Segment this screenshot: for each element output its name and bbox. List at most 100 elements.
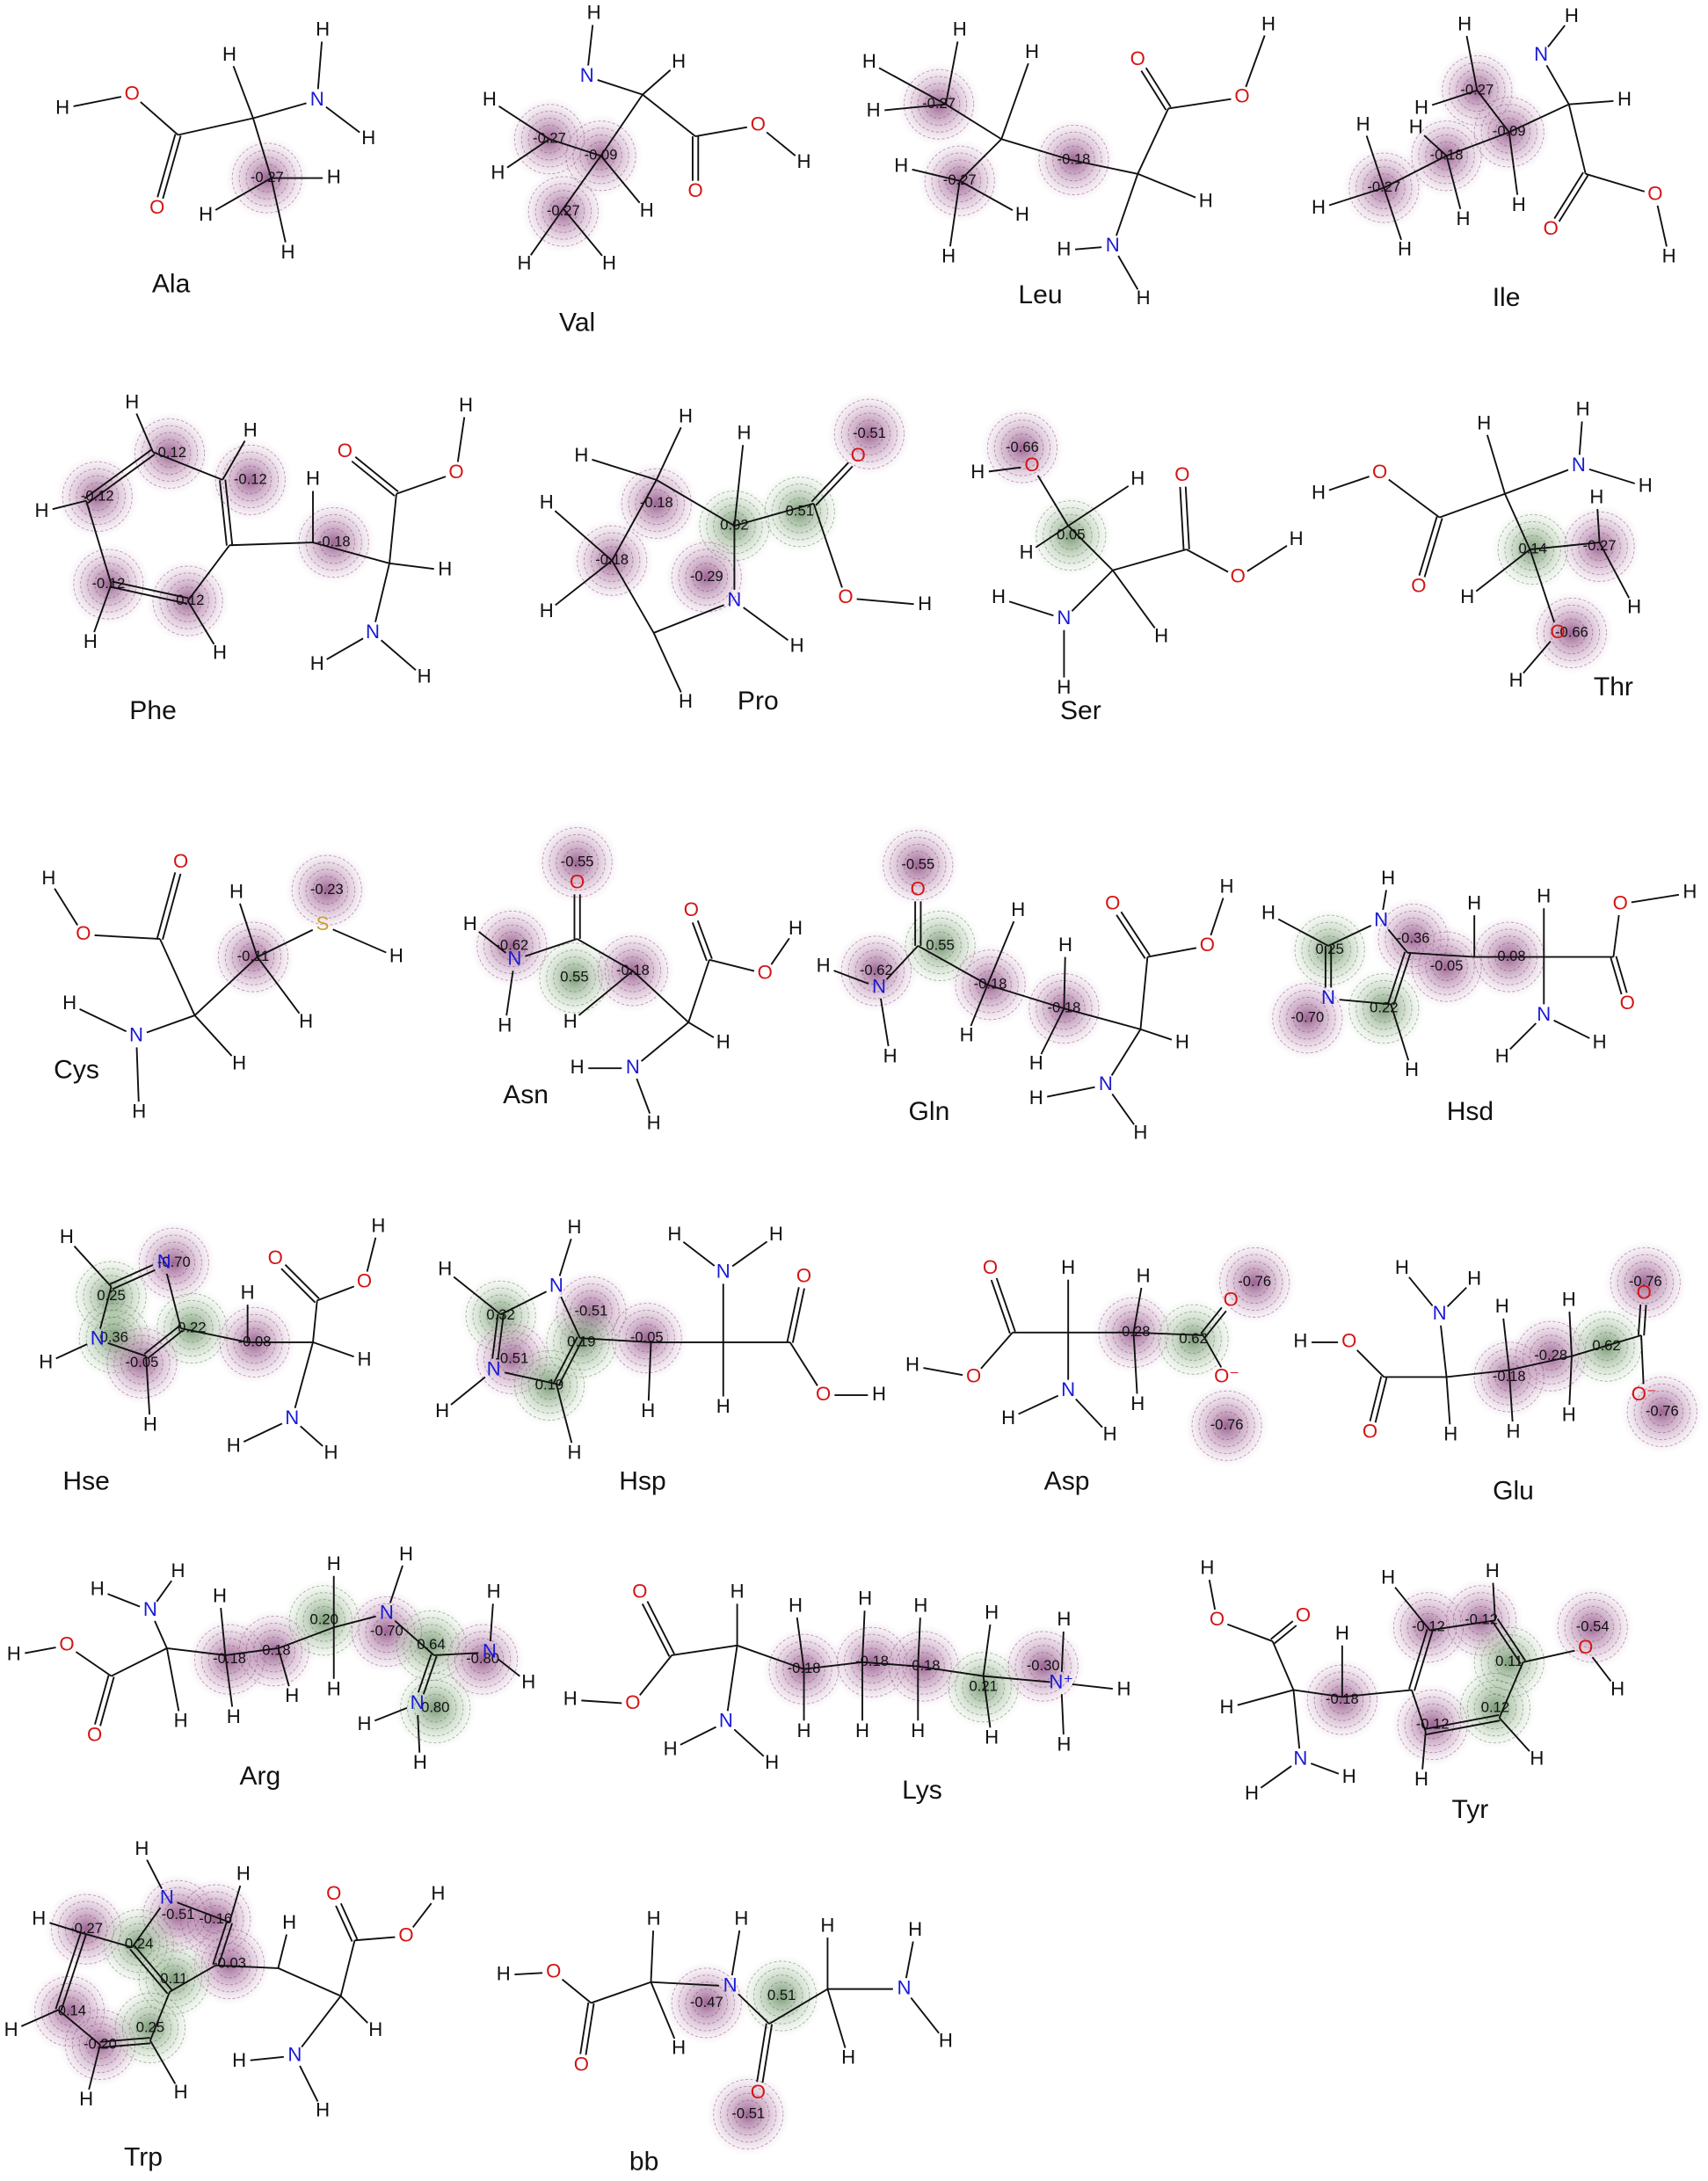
bond <box>737 1644 804 1670</box>
bond <box>577 938 634 972</box>
atom-label: N <box>1057 607 1071 629</box>
contour-line <box>407 1679 464 1737</box>
bond <box>339 1902 359 1940</box>
bond <box>417 1714 421 1753</box>
bond <box>154 1620 168 1649</box>
contour-line <box>976 970 1005 1000</box>
bond <box>325 105 360 134</box>
bond <box>219 480 228 546</box>
bond <box>25 1647 56 1654</box>
atom-label: H <box>413 1751 427 1773</box>
contour-line <box>986 412 1058 483</box>
bond <box>1137 108 1169 175</box>
contour-line <box>1626 1376 1697 1448</box>
charge-label: 0.20 <box>309 1611 338 1628</box>
bond <box>1067 525 1114 571</box>
bond <box>1411 1690 1427 1733</box>
atom-label: O <box>1647 182 1662 204</box>
charge-label: -0.09 <box>585 147 618 164</box>
bond <box>94 1675 110 1725</box>
contour-line <box>1571 1606 1614 1649</box>
bond <box>280 1268 316 1304</box>
bond <box>316 1285 355 1302</box>
bond <box>1578 421 1583 455</box>
bond <box>653 604 725 634</box>
bond <box>923 1367 963 1377</box>
atom-label: H <box>1025 40 1039 62</box>
bond <box>646 1601 675 1654</box>
charge-label: 0.12 <box>1481 1698 1509 1715</box>
bond <box>339 1940 356 1996</box>
charge-label: -0.62 <box>495 936 528 953</box>
atom-label: H <box>540 491 554 513</box>
bond <box>770 937 790 965</box>
bond <box>156 872 177 939</box>
bond <box>1643 1305 1647 1336</box>
contour-line <box>1363 166 1406 209</box>
atom-label: N <box>285 1407 299 1429</box>
contour-line <box>491 924 534 968</box>
bond <box>600 94 643 156</box>
bond <box>1112 570 1156 629</box>
bond <box>149 2039 177 2084</box>
atom-label: H <box>1477 411 1491 433</box>
bond <box>99 1676 115 1727</box>
bond <box>563 207 603 257</box>
bond <box>229 542 314 547</box>
atom-label: H <box>1133 1121 1147 1143</box>
bond <box>159 938 196 1016</box>
atom-label: H <box>241 1281 255 1303</box>
atom-label: H <box>602 251 616 273</box>
bond <box>1226 1623 1274 1642</box>
atom-label: N <box>1061 1378 1075 1400</box>
bond <box>786 1287 800 1342</box>
atom-label: H <box>438 558 452 580</box>
contour-line <box>1038 124 1109 196</box>
contour-line <box>713 2079 784 2150</box>
bond <box>504 1371 557 1385</box>
molecule-name: Glu <box>1493 1477 1534 1506</box>
atom-label: H <box>1506 1421 1520 1443</box>
bond <box>1446 131 1510 157</box>
molecule-name: Gln <box>909 1097 950 1126</box>
atom-label: H <box>667 1223 681 1245</box>
contour-line <box>584 532 641 589</box>
bond <box>1145 67 1172 108</box>
atom-label: H <box>970 461 985 483</box>
atom-label: H <box>1293 1330 1307 1352</box>
atom-label: O <box>1544 217 1559 239</box>
bond <box>611 479 658 562</box>
atom-label: O <box>87 1724 102 1746</box>
bond <box>988 466 1021 473</box>
bond <box>983 1675 1050 1683</box>
bond <box>987 984 1065 1010</box>
contour-line <box>1624 1261 1668 1305</box>
contour-line <box>1355 159 1413 216</box>
bond <box>277 1934 287 1969</box>
contour-line <box>90 1275 133 1318</box>
contour-line <box>890 837 947 894</box>
charge-label: -0.12 <box>91 575 125 592</box>
atom-label: O <box>751 113 766 134</box>
bond <box>1369 1376 1383 1421</box>
atom-label: O <box>851 444 866 466</box>
bond <box>1204 1310 1227 1338</box>
contour-line <box>1007 433 1037 462</box>
atom-label: H <box>310 652 324 674</box>
atom-label: N <box>1099 1072 1113 1094</box>
atom-label: N <box>1293 1747 1307 1769</box>
bond <box>878 67 947 105</box>
bond <box>1568 1356 1573 1406</box>
bond <box>107 1341 147 1357</box>
contour-line <box>1308 928 1351 971</box>
atom-label: H <box>765 1751 779 1773</box>
contour-line <box>472 1287 529 1344</box>
contour-line <box>166 579 209 622</box>
charge-density <box>1391 1683 1475 1767</box>
contour-line <box>1557 1592 1628 1663</box>
contour-line <box>468 1645 498 1674</box>
bond <box>1523 1649 1575 1663</box>
atom-label: H <box>672 2037 686 2059</box>
atom-label: H <box>299 1010 313 1032</box>
atom-label: O <box>625 1691 640 1713</box>
